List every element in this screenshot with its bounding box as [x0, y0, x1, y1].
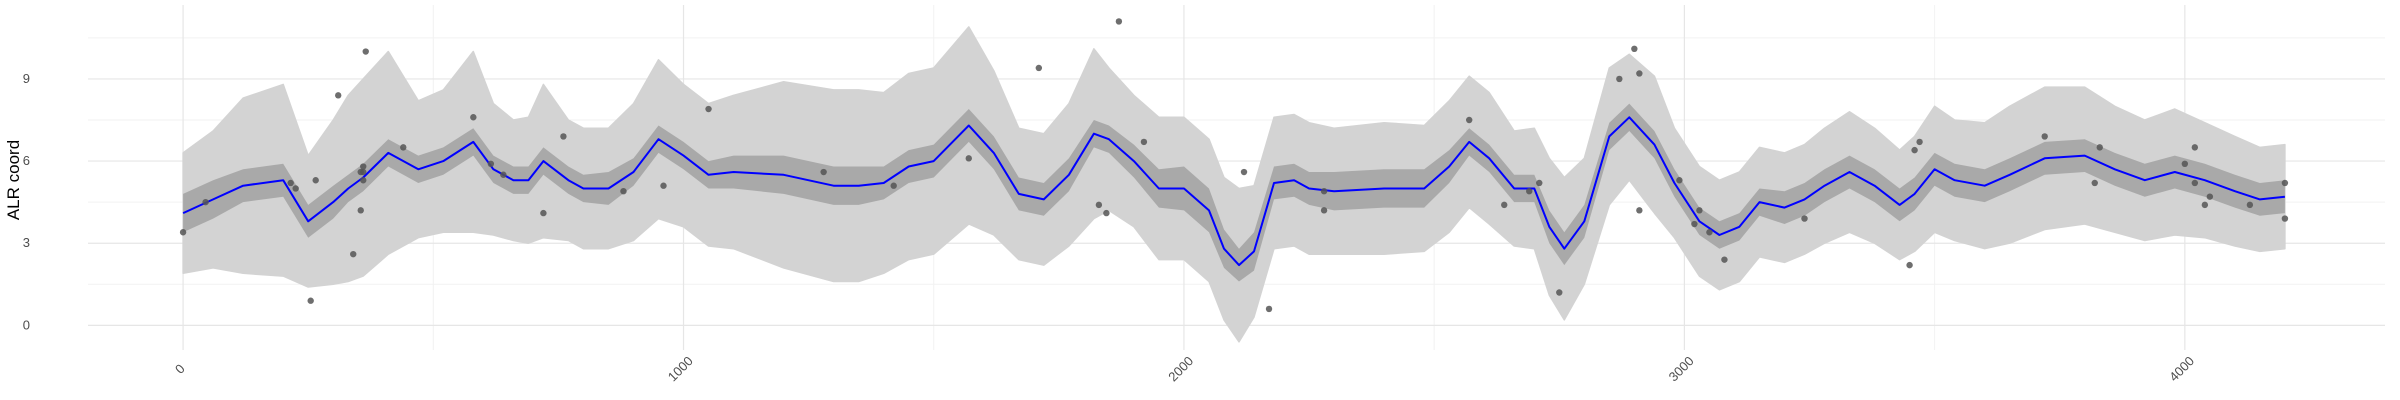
data-point	[1706, 229, 1713, 236]
data-point	[2191, 144, 2199, 151]
data-point	[1616, 75, 1623, 83]
data-point	[540, 209, 547, 217]
data-point	[1676, 177, 1683, 184]
data-point	[1631, 45, 1638, 53]
data-point	[1636, 70, 1643, 77]
data-point	[2091, 179, 2098, 187]
data-point	[1501, 201, 1508, 209]
data-point	[307, 297, 314, 304]
data-point	[1916, 138, 1923, 146]
plot-panel	[88, 5, 2385, 350]
data-point	[620, 187, 627, 195]
data-point	[1911, 146, 1918, 154]
data-point	[1536, 179, 1543, 187]
y-tick-label: 6	[23, 153, 30, 168]
data-point	[2246, 201, 2254, 209]
data-point	[470, 114, 477, 121]
data-point	[2206, 193, 2214, 200]
data-point	[179, 229, 187, 236]
data-point	[890, 182, 897, 189]
data-point	[820, 168, 827, 176]
data-point	[2041, 133, 2048, 140]
data-point	[2281, 179, 2289, 187]
data-point	[1320, 187, 1328, 195]
data-point	[2191, 179, 2199, 187]
data-point	[400, 144, 407, 151]
data-point	[487, 160, 495, 168]
data-point	[705, 105, 712, 113]
x-axis-tick-labels: 0 1000 2000 3000 4000	[172, 353, 2197, 384]
x-tick-label: 3000	[1666, 353, 1697, 384]
data-point	[1466, 116, 1473, 124]
data-point	[1696, 207, 1703, 214]
data-point	[500, 171, 507, 178]
data-point	[292, 185, 299, 192]
y-tick-label: 9	[23, 71, 30, 86]
data-point	[1526, 187, 1533, 195]
y-tick-label: 3	[23, 235, 30, 250]
data-point	[560, 133, 567, 140]
y-axis-title: ALR coord	[4, 140, 23, 220]
data-point	[660, 182, 667, 189]
observed-points	[179, 18, 2289, 313]
data-point	[1240, 168, 1248, 176]
data-point	[360, 163, 367, 170]
data-point	[287, 179, 294, 187]
data-point	[335, 92, 342, 99]
data-point	[1320, 207, 1328, 214]
y-axis-tick-labels: 0 3 6 9	[23, 71, 30, 332]
data-point	[350, 250, 357, 258]
data-point	[1115, 18, 1123, 25]
data-point	[1140, 138, 1148, 146]
y-tick-label: 0	[23, 317, 30, 332]
data-point	[965, 155, 972, 162]
data-point	[2096, 144, 2103, 151]
data-point	[1556, 289, 1563, 296]
data-point	[1801, 215, 1808, 222]
data-point	[357, 207, 364, 214]
x-tick-label: 4000	[2166, 353, 2197, 384]
data-point	[202, 198, 209, 206]
x-tick-label: 1000	[665, 353, 696, 384]
data-point	[312, 177, 319, 184]
x-tick-label: 0	[172, 361, 188, 377]
data-point	[2281, 215, 2289, 222]
data-point	[1103, 209, 1110, 217]
data-point	[1636, 207, 1643, 214]
data-point	[1721, 256, 1728, 263]
data-point	[1035, 64, 1043, 72]
data-point	[2181, 160, 2189, 168]
data-point	[360, 168, 367, 176]
x-tick-label: 2000	[1165, 353, 1196, 384]
data-point	[1906, 261, 1913, 269]
mean-line	[182, 116, 2286, 267]
data-point	[1095, 201, 1103, 209]
data-point	[1265, 305, 1273, 313]
data-point	[362, 48, 369, 55]
data-point	[1691, 220, 1698, 228]
data-point	[2201, 201, 2209, 209]
inner-interval-band	[183, 103, 2285, 282]
interval-bands	[182, 26, 2286, 343]
outer-interval-band	[182, 26, 2286, 343]
mean-line-layer	[182, 116, 2286, 267]
data-point	[360, 177, 367, 184]
